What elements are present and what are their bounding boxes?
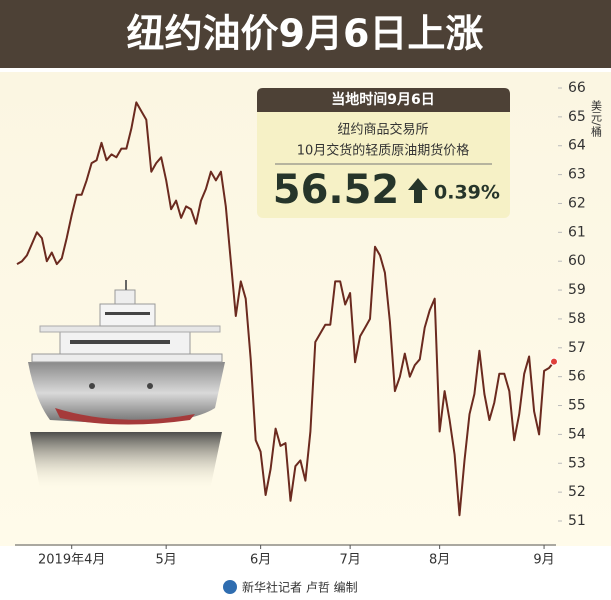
y-axis-label: 美元/桶 xyxy=(590,100,603,138)
credit: 新华社记者 卢哲 编制 xyxy=(242,580,358,595)
y-tick-label: 61 xyxy=(568,224,586,240)
y-tick-label: 52 xyxy=(568,484,586,500)
y-tick-label: 64 xyxy=(568,138,586,154)
y-tick-label: 53 xyxy=(568,455,586,471)
y-tick-label: 63 xyxy=(568,167,586,183)
y-tick-label: 54 xyxy=(568,426,586,442)
x-tick-label: 2019年4月 xyxy=(38,553,105,568)
title-bar xyxy=(0,0,611,68)
x-tick-label: 6月 xyxy=(250,553,271,568)
x-tick-label: 9月 xyxy=(533,553,554,568)
x-tick-label: 5月 xyxy=(156,553,177,568)
price-line xyxy=(16,101,555,517)
info-box: 当地时间9月6日 纽约商品交易所 10月交货的轻质原油期货价格 56.52 0.… xyxy=(257,88,510,218)
y-tick-label: 65 xyxy=(568,109,586,125)
ship-illustration xyxy=(28,280,225,490)
y-tick-label: 56 xyxy=(568,369,586,385)
y-tick-label: 58 xyxy=(568,311,586,327)
x-tick-label: 8月 xyxy=(429,553,450,568)
box-header: 当地时间9月6日 xyxy=(331,91,434,108)
y-tick-label: 51 xyxy=(568,513,586,529)
box-line: 纽约商品交易所 xyxy=(337,122,428,138)
y-tick-label: 60 xyxy=(568,253,586,269)
y-tick-label: 59 xyxy=(568,282,586,298)
logo xyxy=(223,580,237,594)
x-tick-label: 7月 xyxy=(339,553,360,568)
change-label: 0.39% xyxy=(434,182,500,204)
latest-price: 56.52 xyxy=(273,167,400,213)
chart-title: 纽约油价9月6日上涨 xyxy=(127,12,484,56)
up-arrow xyxy=(408,178,428,203)
y-tick-label: 66 xyxy=(568,80,586,96)
y-tick-label: 57 xyxy=(568,340,586,356)
end-point xyxy=(550,357,558,366)
box-line: 10月交货的轻质原油期货价格 xyxy=(297,143,470,159)
y-tick-label: 62 xyxy=(568,195,586,211)
y-tick-label: 55 xyxy=(568,398,586,414)
